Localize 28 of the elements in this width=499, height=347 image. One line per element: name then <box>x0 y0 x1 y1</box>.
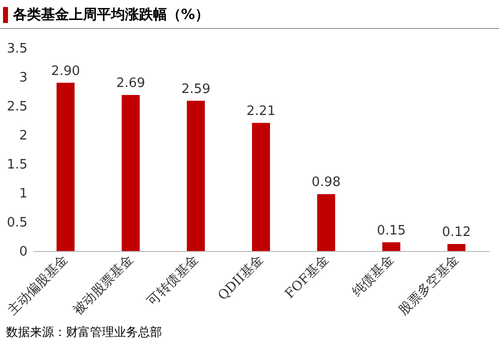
y-tick-label: 3 <box>19 70 28 86</box>
bar <box>252 122 270 251</box>
data-label: 2.21 <box>246 104 276 119</box>
data-label: 0.12 <box>442 225 471 240</box>
y-tick-label: 1.5 <box>6 158 28 172</box>
data-label: 2.69 <box>116 76 146 91</box>
bar <box>447 244 466 251</box>
data-label: 0.98 <box>312 175 341 190</box>
y-tick-label: 2 <box>19 128 28 144</box>
chart-title: 各类基金上周平均涨跌幅（%） <box>13 6 210 24</box>
y-tick-label: 0 <box>19 244 28 260</box>
y-tick-label: 0.5 <box>6 216 28 230</box>
y-tick-label: 3.5 <box>6 42 28 56</box>
y-tick-label: 1 <box>19 186 28 202</box>
bar <box>122 94 140 251</box>
data-label: 0.15 <box>376 223 406 238</box>
x-tick-label: 被动股票基金 <box>70 252 136 318</box>
bar <box>382 242 400 251</box>
bar <box>317 194 336 251</box>
y-tick-label: 2.5 <box>6 100 28 114</box>
data-label: 2.90 <box>51 64 80 79</box>
x-tick-label: 可转债基金 <box>144 252 202 310</box>
source-note: 数据来源：财富管理业务总部 <box>6 324 162 341</box>
bar <box>56 82 75 251</box>
x-tick-label: 股票多空基金 <box>396 252 462 318</box>
x-tick-label: 纯债基金 <box>350 252 397 300</box>
data-label: 2.59 <box>181 82 210 97</box>
bar <box>186 100 205 251</box>
